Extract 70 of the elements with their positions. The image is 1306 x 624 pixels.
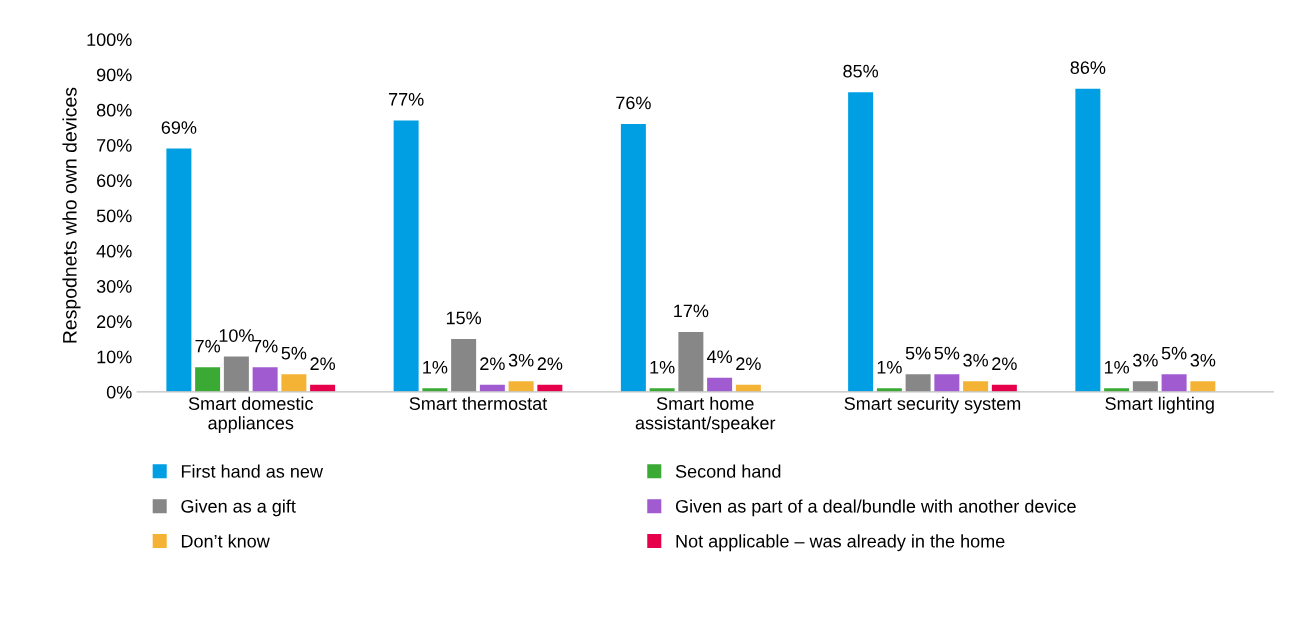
- legend-label: Given as part of a deal/bundle with another device: [675, 499, 1076, 517]
- bar: [1075, 88, 1101, 392]
- data-label: 7%: [253, 339, 278, 353]
- y-tick-label: 60%: [97, 174, 132, 188]
- x-tick-label: Smart lighting: [1105, 396, 1214, 414]
- bar: [508, 381, 534, 392]
- data-label: 2%: [736, 357, 761, 371]
- data-label: 85%: [843, 64, 879, 78]
- data-label: 3%: [1133, 353, 1158, 367]
- bar: [934, 374, 960, 392]
- data-label: 3%: [1190, 353, 1216, 367]
- bar: [905, 374, 931, 392]
- data-label: 2%: [310, 357, 336, 371]
- bar: [195, 367, 221, 392]
- data-label: 10%: [219, 329, 254, 342]
- y-tick-label: 100%: [87, 33, 132, 47]
- legend-label: Second hand: [675, 464, 781, 478]
- data-label: 2%: [992, 357, 1017, 371]
- y-tick-label: 0%: [106, 385, 132, 399]
- y-tick-label: 20%: [97, 315, 132, 329]
- x-tick-label: Smart thermostat: [409, 396, 548, 410]
- bar: [848, 92, 874, 392]
- data-label: 3%: [963, 353, 989, 367]
- y-tick-label: 10%: [97, 350, 132, 364]
- data-label: 1%: [650, 360, 675, 374]
- data-label: 3%: [508, 353, 534, 367]
- bar: [223, 356, 249, 392]
- data-label: 69%: [161, 121, 197, 134]
- data-label: 1%: [423, 360, 448, 374]
- data-label: 15%: [446, 311, 482, 325]
- bar: [1161, 374, 1187, 392]
- bar: [281, 374, 307, 392]
- data-label: 5%: [1161, 346, 1187, 360]
- legend-label: Don’t know: [181, 534, 270, 548]
- data-label: 5%: [281, 346, 307, 360]
- y-tick-label: 50%: [96, 209, 132, 223]
- y-tick-label: 30%: [96, 280, 132, 293]
- legend-label: First hand as new: [181, 464, 324, 478]
- y-tick-label: 40%: [96, 244, 132, 258]
- data-label: 77%: [388, 93, 424, 106]
- y-tick-label: 70%: [97, 139, 132, 152]
- data-label: 1%: [1104, 360, 1130, 374]
- bar: [1132, 381, 1158, 392]
- data-label: 4%: [706, 350, 733, 364]
- bar: [620, 123, 646, 392]
- y-axis-title: Respodnets who own devices: [62, 87, 81, 343]
- data-label: 86%: [1070, 61, 1106, 74]
- bar: [707, 377, 733, 392]
- bar: [393, 120, 419, 392]
- data-label: 7%: [195, 339, 221, 353]
- data-label: 76%: [616, 96, 651, 110]
- bar: [252, 367, 278, 392]
- data-label: 5%: [905, 346, 931, 360]
- legend-label: Not applicable – was already in the home: [676, 534, 1005, 552]
- data-label: 2%: [537, 357, 563, 371]
- bar: [166, 148, 192, 392]
- bar: [1190, 381, 1216, 392]
- data-label: 5%: [934, 346, 960, 360]
- y-tick-label: 80%: [96, 103, 132, 117]
- data-label: 2%: [480, 357, 505, 371]
- bar: [963, 381, 989, 392]
- data-label: 1%: [877, 360, 902, 374]
- bar: [451, 338, 477, 392]
- x-tick-label: Smart home assistant/speaker: [635, 396, 776, 434]
- legend-label: Given as a gift: [181, 499, 296, 517]
- x-tick-label: Smart domestic appliances: [188, 396, 313, 434]
- data-label: 17%: [674, 304, 709, 318]
- x-tick-label: Smart security system: [844, 396, 1021, 414]
- bar: [678, 331, 704, 392]
- y-tick-label: 90%: [96, 68, 132, 82]
